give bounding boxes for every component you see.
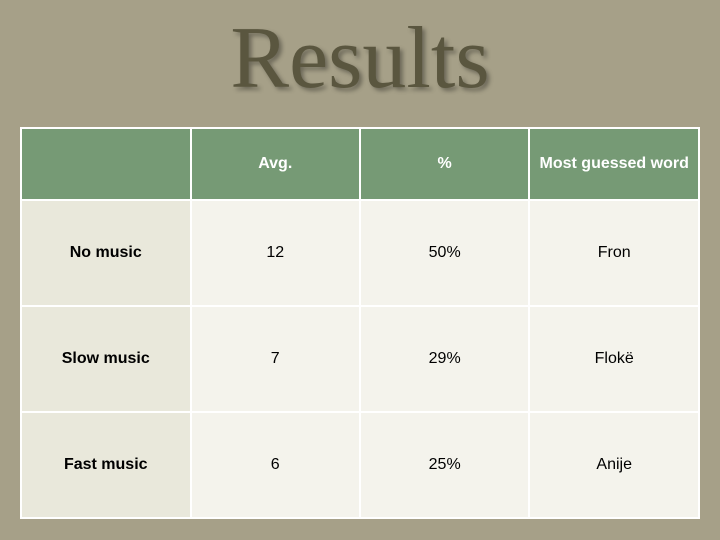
cell-avg: 7: [191, 306, 360, 412]
col-header-empty: [21, 128, 191, 200]
table-header-row: Avg. % Most guessed word: [21, 128, 699, 200]
table-row: No music 12 50% Fron: [21, 200, 699, 306]
col-header-pct: %: [360, 128, 529, 200]
row-label: Slow music: [21, 306, 191, 412]
cell-word: Flokë: [529, 306, 699, 412]
col-header-avg: Avg.: [191, 128, 360, 200]
col-header-word: Most guessed word: [529, 128, 699, 200]
table-row: Fast music 6 25% Anije: [21, 412, 699, 518]
cell-avg: 6: [191, 412, 360, 518]
row-label: Fast music: [21, 412, 191, 518]
cell-pct: 50%: [360, 200, 529, 306]
cell-pct: 29%: [360, 306, 529, 412]
table-row: Slow music 7 29% Flokë: [21, 306, 699, 412]
cell-avg: 12: [191, 200, 360, 306]
cell-word: Anije: [529, 412, 699, 518]
cell-pct: 25%: [360, 412, 529, 518]
results-table: Avg. % Most guessed word No music 12 50%…: [20, 127, 700, 519]
row-label: No music: [21, 200, 191, 306]
page-title: Results: [230, 8, 489, 109]
cell-word: Fron: [529, 200, 699, 306]
